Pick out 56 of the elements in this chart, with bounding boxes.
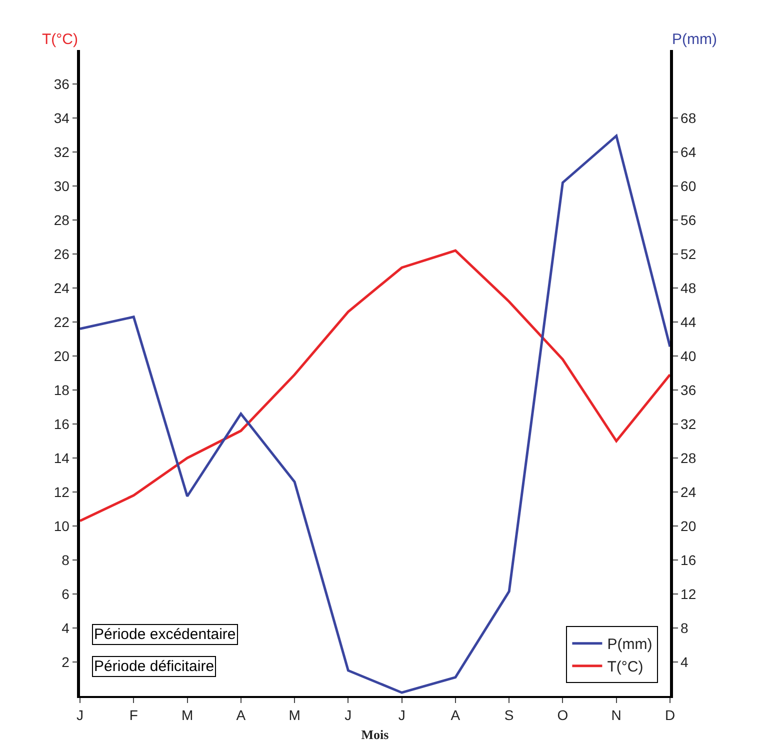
y2-tick-label: 40 — [680, 348, 696, 364]
annotation: Période excédentaire — [94, 626, 236, 643]
y-tick-label: 22 — [54, 314, 70, 330]
legend-label: P(mm) — [607, 636, 652, 654]
y2-tick-label: 52 — [680, 246, 696, 262]
y-tick-label: 24 — [54, 280, 70, 296]
x-tick-label: D — [664, 706, 676, 723]
y-tick-label: 12 — [54, 484, 70, 500]
y-tick-label: 28 — [54, 212, 70, 228]
y-tick-label: 6 — [62, 586, 70, 602]
line-series — [80, 134, 670, 694]
x-tick-label: J — [344, 706, 352, 723]
legend-label: T(°C) — [607, 658, 644, 676]
y-tick-label: 14 — [54, 450, 70, 466]
line-series — [80, 249, 670, 522]
x-tick-label: O — [557, 706, 568, 723]
y-tick-label: 8 — [62, 552, 70, 568]
y-tick-label: 4 — [62, 620, 70, 636]
y-tick-label: 34 — [54, 110, 70, 126]
y-tick-label: 20 — [54, 348, 70, 364]
y-tick-label: 36 — [54, 76, 70, 92]
x-tick-label: A — [236, 706, 246, 723]
y2-tick-label: 20 — [680, 518, 696, 534]
y2-tick-label: 44 — [680, 314, 696, 330]
y-tick-label: 32 — [54, 144, 70, 160]
x-axis-title: Mois — [361, 726, 389, 742]
x-tick-label: M — [288, 706, 300, 723]
annotation: Période déficitaire — [94, 658, 214, 675]
y-axis-title: T(°C) — [42, 31, 78, 48]
y2-tick-label: 16 — [680, 552, 696, 568]
y2-axis-title: P(mm) — [672, 31, 717, 48]
y2-tick-label: 8 — [680, 620, 689, 636]
y-tick-label: 26 — [54, 246, 70, 262]
x-tick-label: F — [129, 706, 138, 723]
y2-tick-label: 68 — [680, 110, 696, 126]
x-tick-label: S — [504, 706, 514, 723]
y2-tick-label: 28 — [680, 450, 696, 466]
y2-tick-label: 60 — [680, 178, 696, 194]
y2-tick-label: 4 — [680, 654, 689, 670]
y-tick-label: 16 — [54, 416, 70, 432]
y2-tick-label: 56 — [680, 212, 696, 228]
y-tick-label: 10 — [54, 518, 70, 534]
x-tick-label: M — [181, 706, 194, 723]
x-tick-label: J — [398, 706, 406, 723]
y2-tick-label: 24 — [680, 484, 696, 500]
x-tick-label: N — [611, 706, 622, 723]
x-tick-label: A — [450, 706, 461, 723]
y-tick-label: 30 — [54, 178, 70, 194]
y-tick-label: 18 — [54, 382, 70, 398]
y2-tick-label: 36 — [680, 382, 696, 398]
y2-tick-label: 32 — [680, 416, 696, 432]
y-tick-label: 2 — [62, 654, 70, 670]
y2-tick-label: 12 — [680, 586, 696, 602]
y2-tick-label: 48 — [680, 280, 696, 296]
x-tick-label: J — [76, 706, 84, 723]
y2-tick-label: 64 — [680, 144, 696, 160]
